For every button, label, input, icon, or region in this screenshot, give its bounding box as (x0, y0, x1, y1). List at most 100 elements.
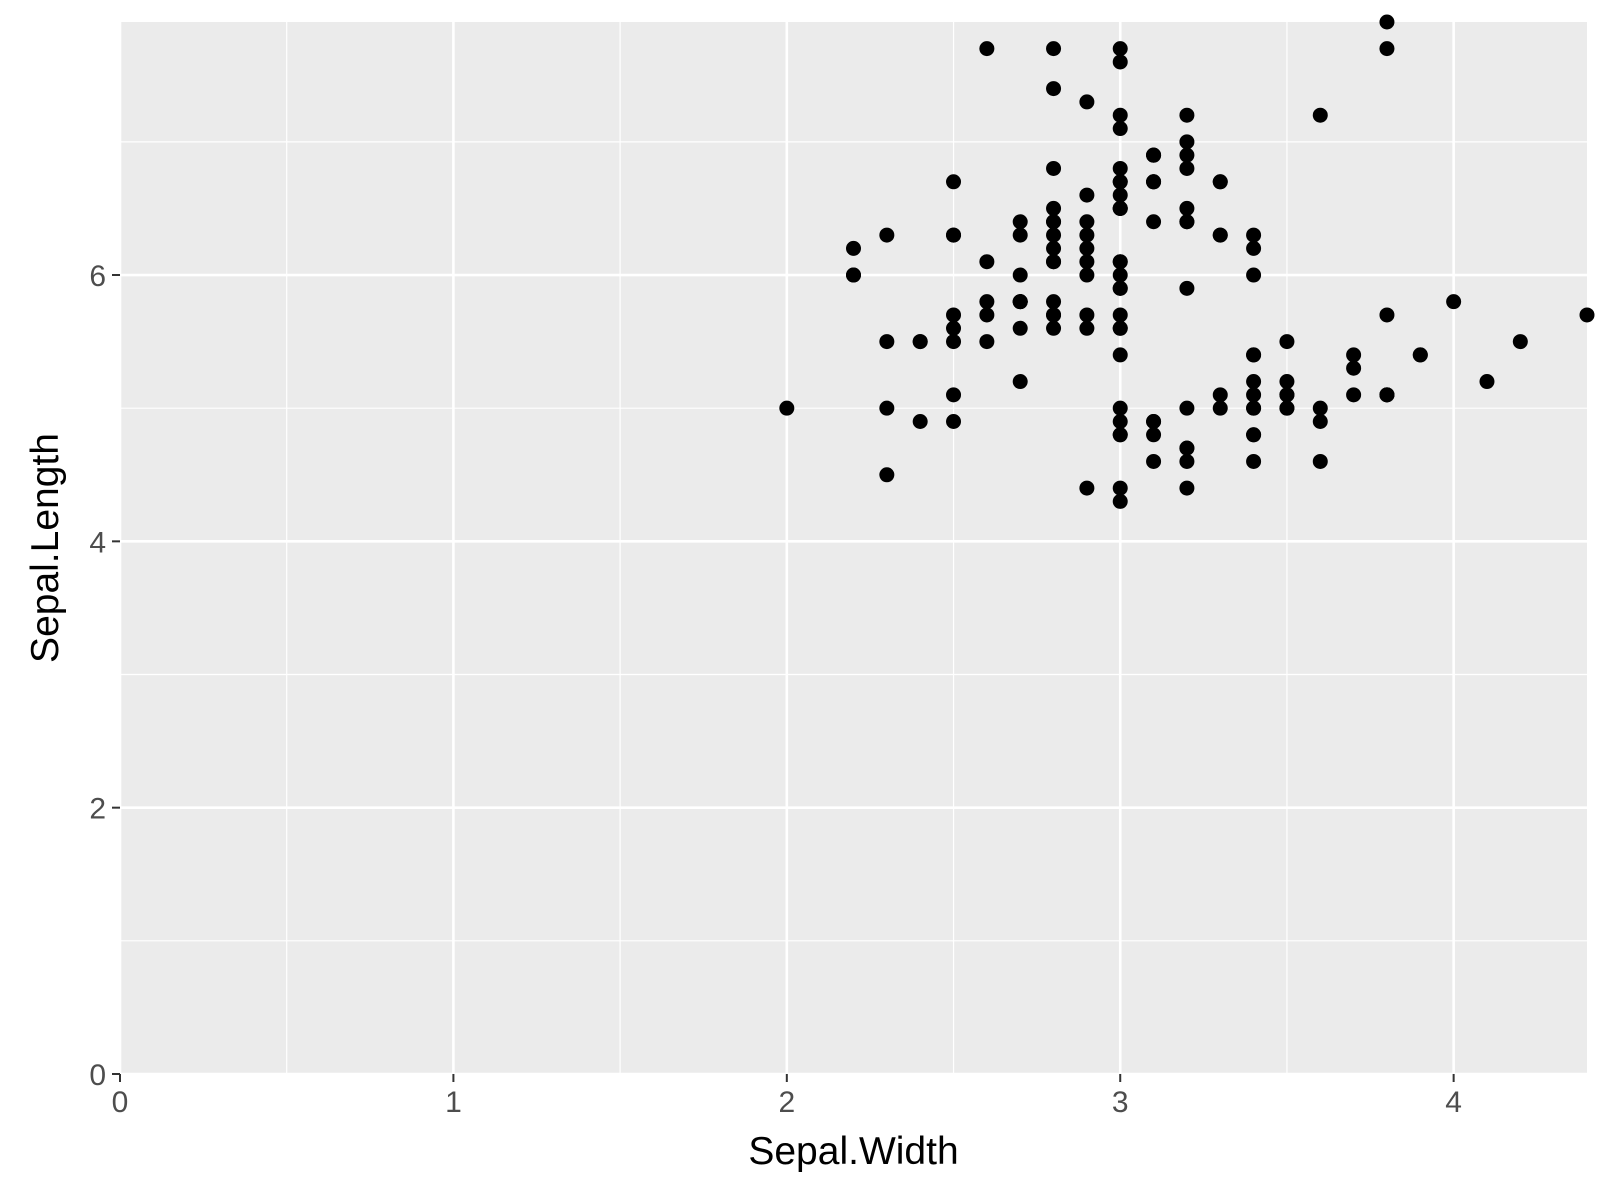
data-point (1012, 267, 1028, 283)
data-point (1079, 94, 1095, 110)
data-point (946, 320, 962, 336)
data-point (1012, 227, 1028, 243)
data-point (1112, 493, 1128, 509)
data-point (1112, 107, 1128, 123)
data-point (879, 467, 895, 483)
data-point (1112, 54, 1128, 70)
data-point (1446, 294, 1462, 310)
x-tick-label: 2 (778, 1086, 795, 1119)
data-point (979, 307, 995, 323)
data-point (1012, 294, 1028, 310)
x-tick-label: 1 (445, 1086, 462, 1119)
data-point (1246, 400, 1262, 416)
data-point (1179, 440, 1195, 456)
y-tick-label: 6 (89, 260, 106, 293)
data-point (1512, 334, 1528, 350)
data-point (1112, 41, 1128, 57)
data-point (1246, 267, 1262, 283)
data-point (1079, 240, 1095, 256)
data-point (1346, 387, 1362, 403)
data-point (1112, 413, 1128, 429)
data-point (1312, 413, 1328, 429)
data-point (1046, 307, 1062, 323)
y-axis: 0 2 4 6 (89, 260, 120, 1092)
data-point (946, 307, 962, 323)
data-point (1079, 307, 1095, 323)
data-point (1046, 81, 1062, 97)
data-point (1246, 240, 1262, 256)
data-point (1379, 307, 1395, 323)
data-point (1046, 200, 1062, 216)
data-point (1379, 387, 1395, 403)
data-point (846, 240, 861, 256)
x-tick-label: 4 (1445, 1086, 1462, 1119)
data-point (1179, 480, 1195, 496)
data-point (1246, 227, 1262, 243)
data-point (912, 334, 928, 350)
data-point (1312, 107, 1328, 123)
data-point (1279, 334, 1295, 350)
data-point (912, 413, 928, 429)
data-point (946, 227, 962, 243)
minor-gridlines (120, 22, 1587, 1074)
data-point (1079, 214, 1095, 230)
y-tick-label: 4 (89, 526, 106, 559)
data-points (779, 14, 1595, 509)
data-point (1046, 160, 1062, 176)
data-point (946, 387, 962, 403)
data-point (1046, 254, 1062, 270)
plot-panel (120, 22, 1587, 1074)
data-point (1112, 187, 1128, 203)
data-point (1179, 400, 1195, 416)
data-point (1279, 387, 1295, 403)
x-axis: 0 1 2 3 4 (112, 1074, 1462, 1119)
x-axis-title: Sepal.Width (748, 1130, 958, 1173)
data-point (1112, 200, 1128, 216)
data-point (1146, 427, 1162, 443)
data-point (1112, 480, 1128, 496)
data-point (1212, 174, 1228, 190)
data-point (1179, 214, 1195, 230)
data-point (1179, 453, 1195, 469)
data-point (1379, 14, 1395, 30)
data-point (1146, 453, 1162, 469)
data-point (1312, 453, 1328, 469)
data-point (879, 227, 895, 243)
data-point (946, 334, 962, 350)
data-point (1179, 160, 1195, 176)
data-point (979, 334, 995, 350)
data-point (1112, 280, 1128, 296)
data-point (1246, 374, 1262, 390)
data-point (1312, 400, 1328, 416)
data-point (1179, 147, 1195, 163)
data-point (1179, 134, 1195, 150)
data-point (1246, 347, 1262, 363)
data-point (1179, 107, 1195, 123)
data-point (879, 400, 895, 416)
data-point (1046, 227, 1062, 243)
data-point (979, 254, 995, 270)
y-tick-label: 2 (89, 793, 106, 826)
data-point (1046, 214, 1062, 230)
data-point (1146, 174, 1162, 190)
data-point (1112, 267, 1128, 283)
x-tick-label: 3 (1112, 1086, 1129, 1119)
data-point (1412, 347, 1428, 363)
data-point (1246, 427, 1262, 443)
data-point (1012, 374, 1028, 390)
data-point (1146, 147, 1162, 163)
data-point (1079, 480, 1095, 496)
data-point (1112, 254, 1128, 270)
data-point (1046, 240, 1062, 256)
x-tick-label: 0 (112, 1086, 129, 1119)
data-point (1079, 187, 1095, 203)
data-point (1012, 214, 1028, 230)
data-point (1346, 360, 1362, 376)
data-point (1579, 307, 1595, 323)
data-point (1079, 227, 1095, 243)
data-point (1279, 374, 1295, 390)
data-point (1046, 41, 1062, 57)
data-point (1046, 320, 1062, 336)
data-point (1079, 254, 1095, 270)
data-point (1112, 320, 1128, 336)
